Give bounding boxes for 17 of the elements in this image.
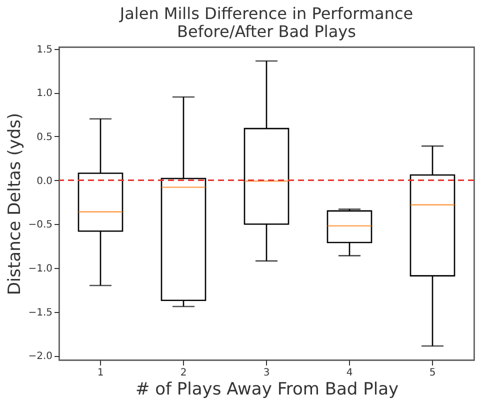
x-axis-title: # of Plays Away From Bad Play [135, 380, 399, 400]
x-tick-label: 2 [180, 368, 187, 378]
x-tick-label: 4 [346, 368, 353, 378]
y-tick-label: 1.5 [36, 44, 52, 56]
text: Before/After Bad Plays [177, 22, 356, 41]
x-tick-label: 3 [263, 368, 270, 378]
y-tick-label: 1.0 [36, 88, 52, 100]
y-tick-label: −1.0 [28, 263, 52, 274]
y-axis-title: Distance Deltas (yds) [5, 112, 26, 296]
x-tick-label: 1 [97, 368, 104, 378]
y-tick-label: −2.0 [28, 351, 52, 362]
y-tick-label: 0.5 [36, 132, 52, 143]
y-tick-label: 0.0 [36, 176, 52, 187]
y-tick-label: −0.5 [28, 220, 52, 231]
x-tick-label: 5 [429, 368, 436, 378]
y-tick-label: −1.5 [28, 307, 52, 318]
text: Jalen Mills Difference in Performance [120, 4, 414, 23]
